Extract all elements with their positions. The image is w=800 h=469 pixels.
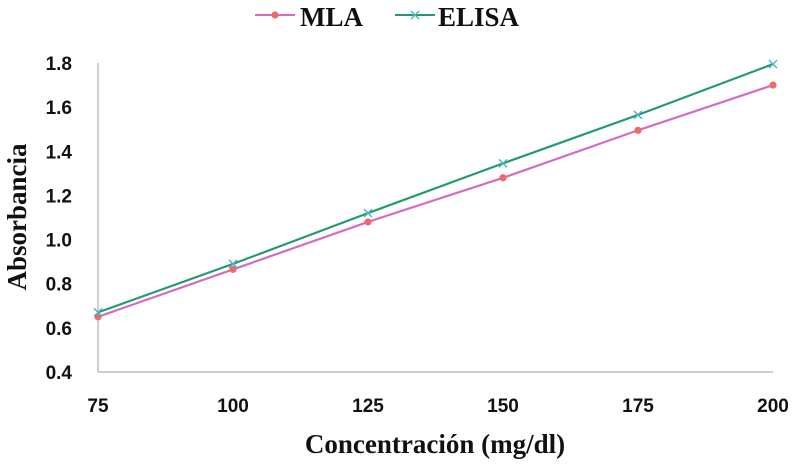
x-tick-label: 175 [622, 396, 654, 417]
legend-elisa-label: ELISA [438, 2, 520, 32]
series-elisa-point [498, 158, 508, 168]
series-elisa-point [768, 59, 778, 69]
y-tick-label: 1.4 [46, 142, 73, 163]
x-tick-label: 200 [757, 396, 789, 417]
y-axis-title: Absorbancia [2, 143, 32, 291]
x-tick-label: 75 [87, 396, 109, 417]
x-tick-label: 125 [352, 396, 384, 417]
legend-mla-label: MLA [300, 2, 363, 32]
series-layer [93, 59, 778, 321]
series-elisa-line [97, 63, 774, 314]
y-tick-label: 0.4 [46, 363, 73, 384]
x-axis-title: Concentración (mg/dl) [305, 429, 565, 459]
series-elisa-point [633, 110, 643, 120]
x-tick-labels: 75 100 125 150 175 200 [87, 396, 788, 417]
y-tick-label: 1.6 [46, 98, 72, 119]
legend-item-mla: MLA [255, 2, 363, 32]
series-mla-point [499, 174, 507, 182]
series-elisa-point [228, 259, 238, 269]
series-elisa-point [93, 307, 103, 317]
x-tick-label: 150 [487, 396, 519, 417]
y-tick-label: 1.0 [46, 231, 72, 252]
legend-mla-marker [271, 11, 279, 19]
series-mla-line [97, 84, 774, 318]
y-tick-labels: 0.4 0.6 0.8 1.0 1.2 1.4 1.6 1.8 [46, 54, 73, 384]
legend-item-elisa: ELISA [395, 2, 520, 32]
legend-elisa-marker [410, 10, 420, 20]
legend: MLA ELISA [255, 2, 520, 32]
series-mla-point [364, 218, 372, 226]
y-tick-label: 1.8 [46, 54, 72, 75]
y-tick-label: 0.8 [46, 275, 72, 296]
y-tick-label: 0.6 [46, 319, 72, 340]
series-mla-point [634, 126, 642, 134]
x-tick-label: 100 [217, 396, 249, 417]
y-tick-label: 1.2 [46, 186, 72, 207]
series-mla-point [229, 265, 237, 273]
series-elisa-point [363, 208, 373, 218]
series-mla-point [769, 81, 777, 89]
